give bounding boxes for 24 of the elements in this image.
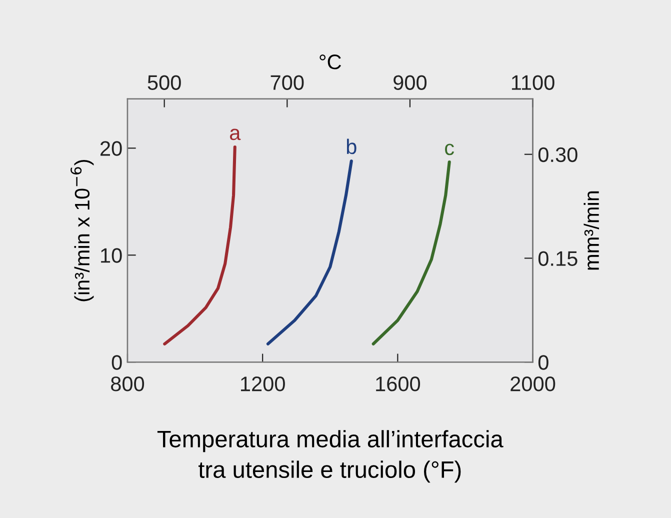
x-tick-label: 2000 — [510, 376, 556, 392]
series-label: b — [346, 138, 356, 154]
series-label: c — [445, 144, 454, 156]
y2-tick-label: 0 — [538, 355, 548, 370]
y2-tick-label: 0.30 — [538, 147, 578, 162]
x-tick-label: 1600 — [376, 376, 420, 392]
x2-tick-label: 500 — [148, 75, 181, 90]
series-label: a — [230, 128, 241, 140]
x-axis-title: Temperatura media all’interfaccia tra utensile e truciolo (°F) — [157, 430, 504, 483]
x2-tick-label: 900 — [394, 75, 427, 90]
y2-axis-title: mm³/min — [584, 191, 600, 270]
y-tick-label: 0 — [112, 355, 122, 370]
y-tick-label: 20 — [100, 141, 122, 156]
y-tick-label: 10 — [101, 248, 122, 263]
line-series — [266, 159, 353, 346]
x2-tick-label: 700 — [270, 75, 304, 90]
line-series — [372, 160, 451, 346]
x2-tick-label: 1100 — [512, 75, 554, 90]
x-tick-label: 1200 — [241, 376, 285, 392]
line-series — [163, 146, 236, 346]
y2-tick-label: 0.15 — [538, 251, 578, 266]
x-tick-label: 800 — [111, 376, 144, 392]
y-axis-title: (in³/min x 10$^{−6}$) — [70, 160, 94, 302]
x2-axis-title: °C — [320, 54, 342, 70]
